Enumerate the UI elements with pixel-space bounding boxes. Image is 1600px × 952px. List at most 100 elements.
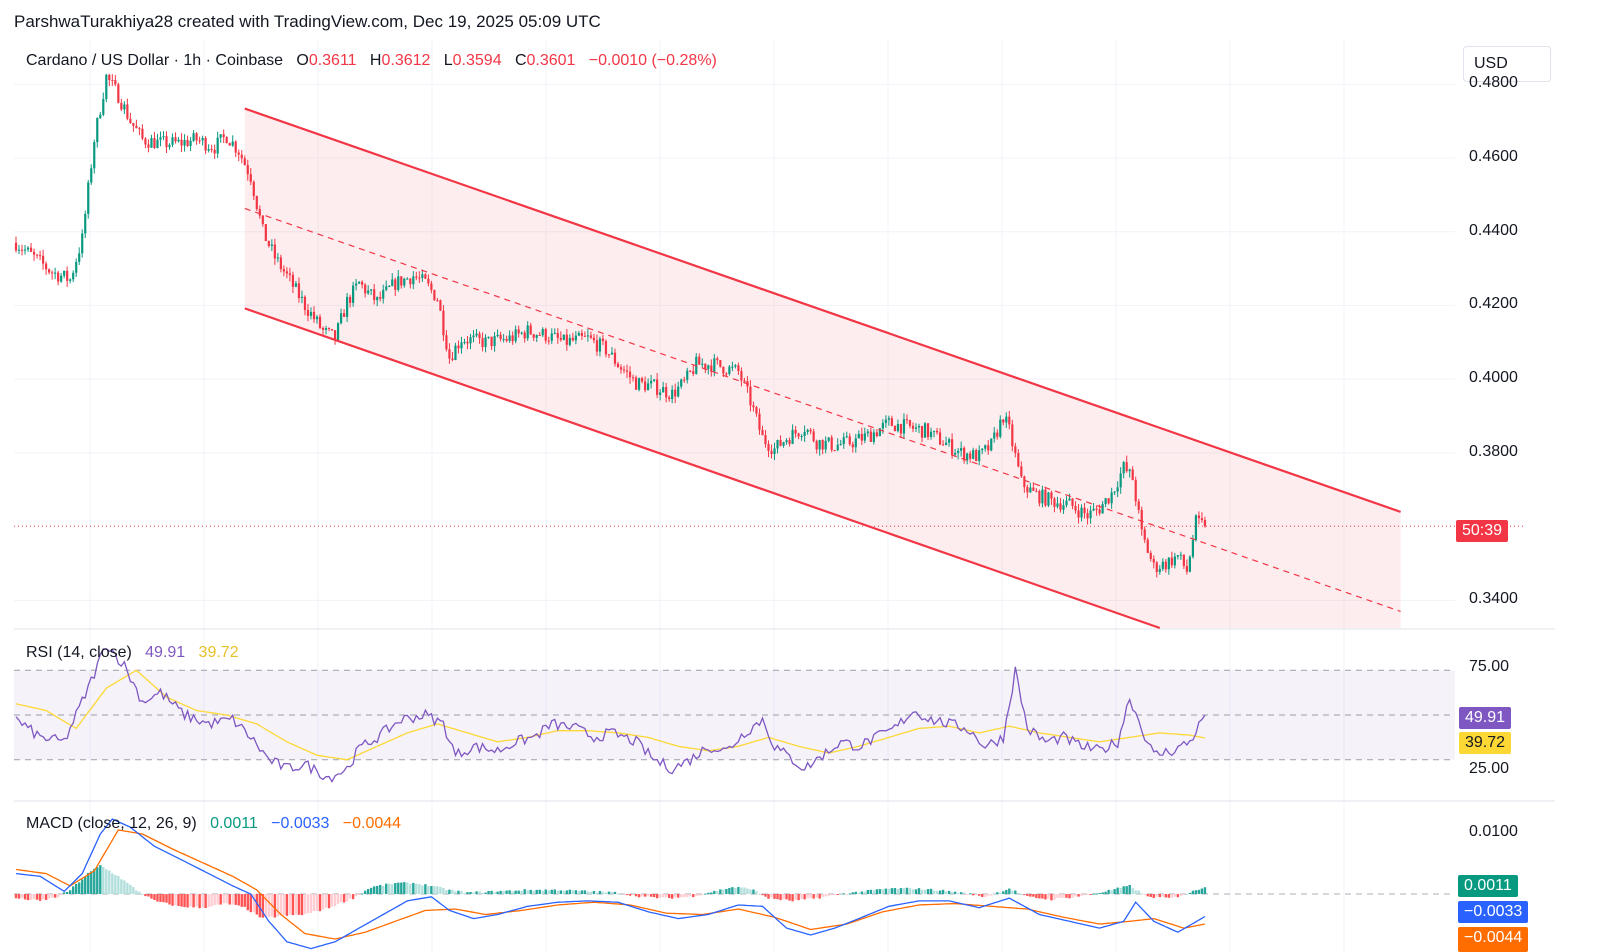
candle-body (126, 104, 129, 119)
candle-body (1017, 453, 1020, 467)
rsi-ma-tag: 39.72 (1459, 732, 1512, 754)
candle-body (806, 429, 809, 432)
macd-histogram-bar (761, 894, 764, 896)
macd-histogram-bar (1188, 892, 1192, 895)
macd-histogram-bar (222, 894, 225, 904)
candle-body (990, 438, 993, 451)
rsi-legend[interactable]: RSI (14, close) 49.91 39.72 (26, 644, 239, 662)
macd-histogram-bar (237, 894, 240, 906)
macd-histogram-bar (294, 894, 298, 915)
candle-body (279, 257, 282, 270)
macd-histogram-bar (854, 891, 857, 895)
macd-histogram-bar (562, 890, 566, 895)
macd-histogram-bar (1158, 894, 1161, 898)
candle-body (1083, 507, 1086, 514)
candle-body (960, 447, 963, 451)
candle-body (677, 386, 680, 397)
macd-histogram-bar (502, 890, 505, 895)
macd-histogram-bar (397, 882, 400, 895)
candle-body (556, 332, 559, 338)
macd-histogram-bar (1161, 894, 1165, 897)
candle-body (81, 233, 84, 254)
macd-histogram-bar (363, 890, 367, 895)
candle-body (1020, 466, 1023, 477)
candle-body (321, 327, 325, 330)
macd-histogram-bar (950, 892, 954, 895)
candle-body (1059, 503, 1062, 510)
macd-histogram-bar (225, 894, 228, 904)
macd-histogram-bar (84, 876, 87, 895)
macd-histogram-bar (959, 892, 963, 895)
macd-histogram-bar (893, 888, 897, 895)
macd-histogram-bar (1203, 887, 1207, 895)
candle-body (680, 379, 683, 387)
candle-body (773, 448, 776, 455)
candle-body (156, 139, 159, 149)
macd-histogram-bar (655, 894, 659, 899)
macd-histogram-bar (845, 894, 848, 896)
macd-histogram-bar (1122, 886, 1125, 895)
macd-histogram-bar (210, 894, 213, 907)
macd-histogram-bar (1017, 893, 1020, 895)
macd-histogram-bar (366, 889, 370, 895)
macd-histogram-bar (1152, 894, 1155, 898)
candle-body (382, 289, 385, 299)
candle-body (842, 437, 845, 445)
candle-body (740, 371, 743, 381)
candle-body (478, 333, 481, 339)
candle-body (851, 444, 854, 448)
candle-body (869, 431, 872, 442)
candle-body (1089, 510, 1092, 519)
candle-body (616, 363, 620, 368)
macd-legend[interactable]: MACD (close, 12, 26, 9) 0.0011 −0.0033 −… (26, 815, 401, 833)
candle-body (987, 445, 990, 451)
macd-histogram-bar (800, 894, 803, 899)
macd-histogram-bar (962, 892, 966, 895)
candle-body (502, 338, 505, 340)
candle-body (592, 337, 596, 341)
candle-body (291, 274, 295, 287)
candle-body (951, 439, 954, 455)
macd-histogram-bar (276, 894, 280, 917)
candle-body (17, 249, 21, 251)
currency-selector[interactable]: USD (1463, 46, 1551, 82)
macd-signal-tag: −0.0044 (1458, 927, 1529, 952)
macd-histogram-bar (1098, 893, 1101, 895)
candle-body (324, 328, 328, 330)
macd-histogram-bar (857, 892, 860, 895)
macd-histogram-bar (643, 894, 647, 897)
macd-histogram-bar (333, 894, 337, 907)
candle-body (183, 139, 186, 146)
macd-histogram-bar (1167, 894, 1171, 898)
legend-symbol[interactable]: Cardano / US Dollar · 1h · Coinbase (26, 52, 284, 69)
candle-body (830, 437, 833, 451)
macd-histogram-bar (532, 890, 535, 895)
macd-histogram-bar (1080, 894, 1083, 896)
candle-body (1038, 491, 1041, 504)
macd-histogram-bar (734, 887, 737, 895)
macd-histogram-bar (50, 894, 54, 898)
macd-histogram-bar (354, 894, 358, 897)
candle-body (1026, 487, 1029, 493)
candle-body (300, 296, 304, 299)
macd-histogram-bar (607, 891, 611, 895)
macd-signal-line (15, 829, 1206, 940)
macd-histogram-bar (1002, 891, 1005, 895)
macd-histogram-bar (935, 890, 939, 895)
candle-body (252, 181, 255, 197)
candle-body (246, 165, 249, 175)
macd-histogram-bar (538, 889, 541, 895)
macd-histogram-bar (583, 890, 587, 895)
rsi-title: RSI (14, close) (26, 644, 132, 661)
candle-body (665, 387, 668, 398)
macd-histogram-bar (812, 894, 815, 899)
candle-body (827, 437, 830, 441)
macd-histogram-bar (505, 890, 508, 895)
candle-body (628, 371, 632, 378)
candle-body (285, 271, 288, 274)
candle-body (123, 104, 126, 110)
macd-histogram-bar (649, 894, 653, 897)
candle-body (361, 281, 364, 285)
candle-body (54, 272, 57, 274)
